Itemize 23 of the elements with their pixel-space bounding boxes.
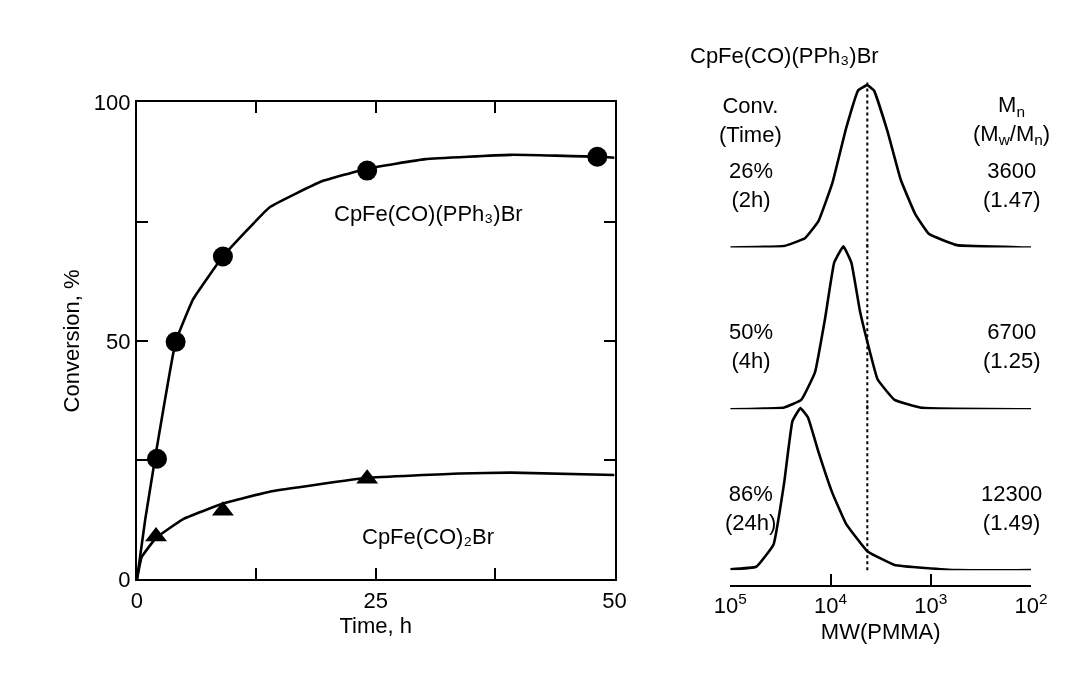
x-axis-title: MW(PMMA) xyxy=(820,619,941,645)
x-tick-label: 10$^{4}$ xyxy=(814,589,848,619)
annotation: 3600 (1.47) xyxy=(983,158,1041,212)
annotation: 26% (2h) xyxy=(729,158,774,212)
annotation: 6700 (1.25) xyxy=(983,319,1041,373)
annotation: Conv. (Time) xyxy=(719,93,782,147)
y-tick-label: 100 xyxy=(93,90,131,116)
y-axis-title: Conversion, % xyxy=(59,269,85,413)
annotation: 50% (4h) xyxy=(729,319,774,373)
y-tick-label: 50 xyxy=(106,328,131,354)
annotation: 86% (24h) xyxy=(725,481,777,535)
x-tick-label: 10$^{3}$ xyxy=(914,589,948,619)
annotation: M$_{n}$ (M$_{w}$/M$_{n}$) xyxy=(973,92,1051,149)
x-tick-label: 50 xyxy=(602,587,627,613)
x-tick-label: 10$^{5}$ xyxy=(713,589,747,619)
series-label: CpFe(CO)₂Br xyxy=(362,524,494,549)
chart-title: CpFe(CO)(PPh₃)Br xyxy=(690,43,879,68)
annotation: 12300 (1.49) xyxy=(981,481,1043,535)
x-tick-label: 10$^{2}$ xyxy=(1014,589,1048,619)
y-tick-label: 0 xyxy=(118,567,131,593)
x-tick-label: 25 xyxy=(363,587,388,613)
x-axis-title: Time, h xyxy=(339,613,412,639)
series-label: CpFe(CO)(PPh₃)Br xyxy=(334,201,523,226)
